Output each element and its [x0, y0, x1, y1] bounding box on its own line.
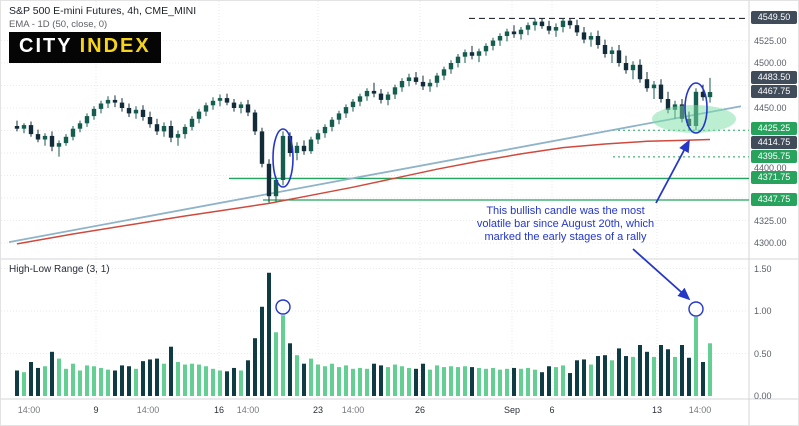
- annotation-arrow: [632, 248, 691, 301]
- price-axis-badge: 4347.75: [751, 193, 797, 207]
- indicator-axis-label: 0.50: [754, 348, 772, 359]
- time-axis-label: 14:00: [236, 405, 260, 415]
- time-axis-label: 13: [651, 405, 663, 415]
- time-axis-label: 26: [414, 405, 426, 415]
- price-axis-label: 4450.00: [754, 103, 787, 113]
- price-axis-badge: 4414.75: [751, 136, 797, 149]
- price-axis-badge: 4467.75: [751, 85, 797, 99]
- indicator-axis-label: 0.00: [754, 391, 772, 401]
- time-axis-label: 14:00: [136, 405, 160, 415]
- price-axis-badge: 4483.50: [751, 70, 797, 84]
- price-axis-label: 4500.00: [754, 58, 787, 68]
- logo-index-text: INDEX: [79, 35, 151, 57]
- time-axis-label: 16: [213, 405, 225, 415]
- indicator-pane-title: High-Low Range (3, 1): [9, 264, 110, 275]
- price-axis-badge: 4395.75: [751, 150, 797, 163]
- indicator-axis-label: 1.50: [754, 263, 772, 274]
- time-axis-label: 6: [549, 405, 555, 415]
- time-axis[interactable]: 14:00 9 14:00 16 14:00 23 14:00 26 Sep 6 13 14:00: [1, 400, 749, 425]
- annotation-line-1: This bullish candle was the most: [486, 205, 645, 217]
- city-index-logo: CITY INDEX: [9, 32, 161, 63]
- logo-city-text: CITY: [19, 35, 73, 57]
- indicator-settings-label: EMA - 1D (50, close, 0): [9, 19, 108, 30]
- highlight-marker: [652, 105, 736, 133]
- price-axis-label: 4400.00: [754, 163, 787, 173]
- time-axis-label: 14:00: [688, 405, 712, 415]
- indicator-axis-label: 1.00: [754, 306, 772, 316]
- price-axis-badge: 4549.50: [751, 11, 797, 25]
- histogram-circle-annotation: [275, 299, 291, 315]
- annotation-line-3: marked the early stages of a rally: [484, 231, 647, 243]
- price-axis[interactable]: 4525.00 4500.00 4450.00 4400.00 4325.00 4300.…: [750, 1, 798, 425]
- price-axis-badge: 4371.75: [751, 171, 797, 185]
- annotation-note: This bullish candle was the most volatil…: [463, 205, 668, 244]
- time-axis-label: Sep: [503, 405, 521, 415]
- candle-circle-annotation: [684, 82, 708, 134]
- time-axis-label: 14:00: [341, 405, 365, 415]
- price-axis-label: 4525.00: [754, 35, 787, 46]
- price-axis-label: 4325.00: [754, 215, 787, 226]
- annotation-arrow: [655, 139, 690, 204]
- price-axis-label: 4300.00: [754, 238, 787, 248]
- time-axis-label: 14:00: [17, 405, 41, 415]
- time-axis-label: 9: [93, 405, 99, 415]
- annotation-line-2: volatile bar since August 20th, which: [476, 218, 655, 230]
- price-axis-badge: 4425.25: [751, 122, 797, 135]
- time-axis-label: 23: [312, 405, 324, 415]
- candle-circle-annotation: [272, 128, 294, 188]
- symbol-title: S&P 500 E-mini Futures, 4h, CME_MINI: [9, 5, 197, 17]
- histogram-circle-annotation: [688, 301, 704, 317]
